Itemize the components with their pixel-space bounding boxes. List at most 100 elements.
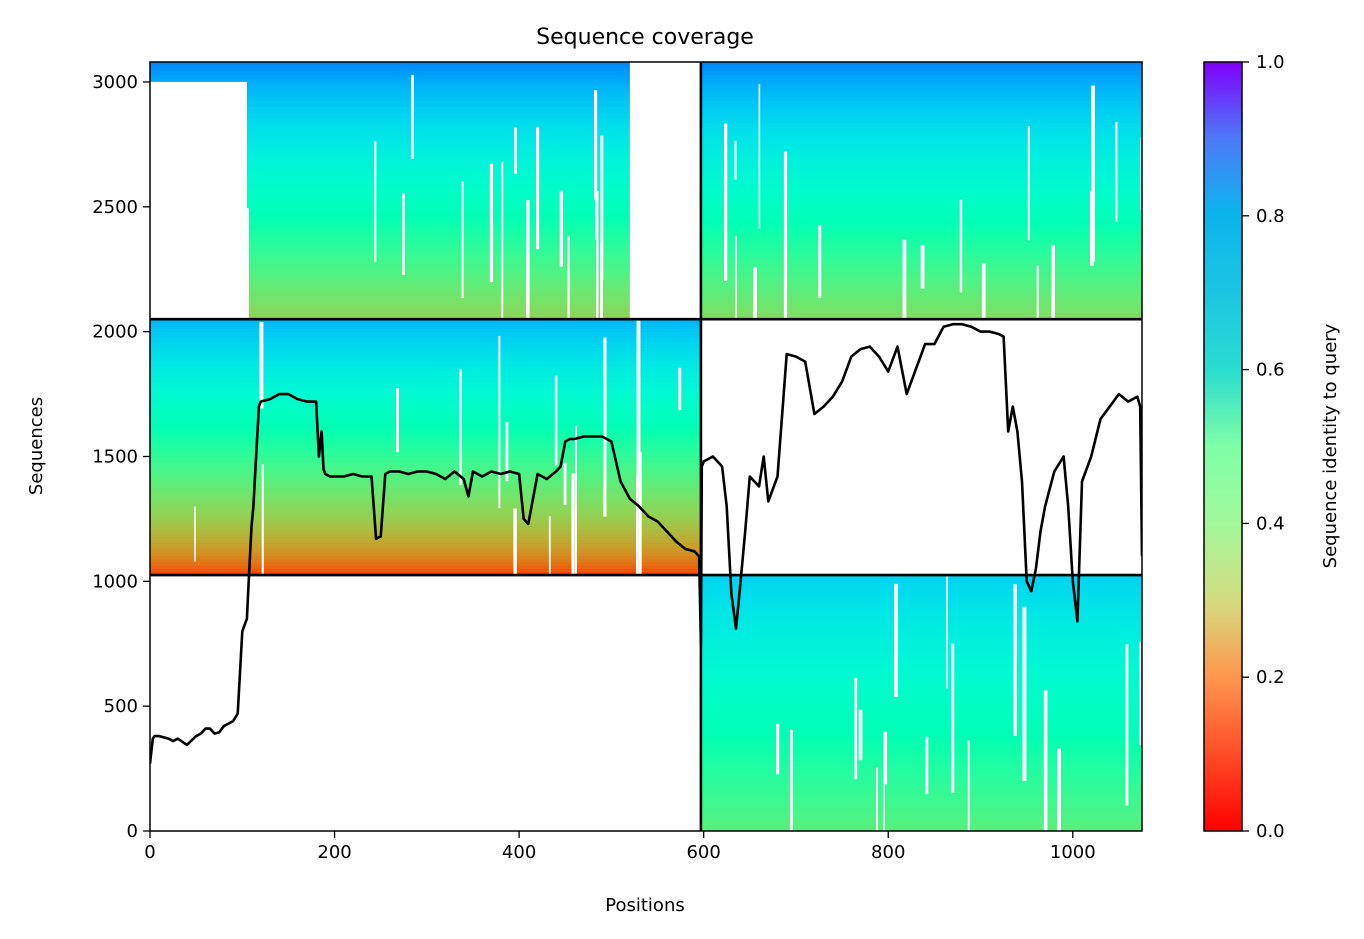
block-row — [246, 203, 630, 208]
block-row — [700, 197, 1142, 201]
y-tick-label: 1500 — [92, 446, 138, 467]
block-row — [700, 712, 1142, 717]
coverage-gap — [734, 140, 737, 180]
x-tick-label: 0 — [144, 842, 155, 863]
coverage-gap — [678, 367, 682, 411]
y-tick-label: 3000 — [92, 72, 138, 93]
colorbar-tick-label: 0.4 — [1256, 513, 1285, 534]
block-row — [246, 113, 630, 118]
block-row — [700, 74, 1142, 79]
coverage-gap — [459, 368, 462, 486]
coverage-gap — [594, 192, 598, 240]
block-row — [700, 632, 1142, 637]
block-row — [150, 520, 701, 525]
coverage-gap — [783, 151, 788, 340]
block-row — [700, 222, 1142, 227]
block-row — [700, 293, 1142, 298]
block-row — [246, 164, 630, 169]
block-row — [150, 568, 701, 573]
coverage-gap — [875, 767, 879, 831]
colorbar-tick-label: 0.6 — [1256, 360, 1285, 381]
block-row — [700, 139, 1142, 143]
block-row — [150, 331, 701, 336]
coverage-gap — [1140, 137, 1142, 211]
block-row — [700, 287, 1142, 291]
coverage-gap — [1139, 641, 1142, 746]
colorbar-tick-label: 0.0 — [1256, 821, 1285, 842]
coverage-gap — [548, 516, 551, 693]
block-row — [700, 603, 1142, 608]
y-tick-label: 2000 — [92, 322, 138, 343]
block-row — [150, 434, 701, 439]
block-row — [700, 290, 1142, 295]
coverage-gap — [563, 462, 567, 506]
block-row — [700, 719, 1142, 723]
block-row — [700, 129, 1142, 134]
block-row — [700, 795, 1142, 800]
block-row — [246, 197, 630, 201]
coverage-line — [150, 322, 1142, 764]
alignment-block-bottom-right — [700, 575, 1142, 831]
block-row — [150, 549, 701, 554]
block-row — [700, 699, 1142, 704]
block-row — [150, 335, 701, 339]
block-row — [700, 811, 1142, 816]
coverage-gap — [858, 709, 863, 761]
coverage-gap — [920, 245, 925, 289]
block-row — [700, 779, 1142, 784]
coverage-gap — [735, 236, 737, 338]
block-row — [700, 68, 1142, 73]
block-row — [700, 229, 1142, 233]
y-axis-label: Sequences — [26, 397, 47, 495]
coverage-gap — [776, 723, 780, 775]
block-row — [700, 584, 1142, 589]
coverage-gap — [1089, 190, 1094, 266]
coverage-gap — [1091, 85, 1095, 262]
block-row — [700, 677, 1142, 682]
coverage-gap — [951, 643, 955, 793]
block-row — [246, 190, 630, 195]
block-row — [150, 459, 701, 464]
coverage-gap — [946, 576, 948, 689]
block-row — [700, 62, 1142, 66]
coverage-gap — [723, 123, 728, 281]
block-row — [150, 482, 701, 487]
block-row — [700, 119, 1142, 124]
coverage-gap — [259, 322, 264, 409]
block-row — [700, 738, 1142, 743]
block-row — [150, 447, 701, 451]
coverage-gap — [536, 126, 540, 250]
block-row — [700, 703, 1142, 707]
block-row — [700, 629, 1142, 634]
block-row — [246, 107, 630, 111]
block-row — [150, 421, 701, 426]
coverage-gap — [638, 451, 642, 577]
block-row — [246, 309, 630, 314]
block-row — [700, 591, 1142, 595]
block-row — [150, 344, 701, 349]
block-row — [246, 264, 630, 269]
block-row — [150, 555, 701, 560]
block-row — [700, 754, 1142, 759]
block-row — [150, 517, 701, 522]
block-row — [700, 751, 1142, 755]
block-row — [246, 142, 630, 147]
coverage-gap — [636, 320, 641, 492]
plot-area — [150, 62, 1142, 831]
block-row — [246, 251, 630, 256]
block-row — [246, 184, 630, 188]
block-row — [700, 177, 1142, 182]
coverage-gap — [571, 473, 575, 576]
block-row — [246, 94, 630, 98]
block-row — [246, 238, 630, 243]
x-axis: 0 200 400 600 800 1000 — [144, 831, 1096, 863]
block-row — [150, 511, 701, 515]
coverage-gap — [501, 161, 504, 344]
block-row — [700, 193, 1142, 198]
block-row — [700, 161, 1142, 166]
block-row — [150, 530, 701, 535]
block-row — [700, 763, 1142, 768]
block-row — [246, 222, 630, 227]
block-row — [150, 78, 630, 82]
coverage-gap — [894, 583, 899, 698]
